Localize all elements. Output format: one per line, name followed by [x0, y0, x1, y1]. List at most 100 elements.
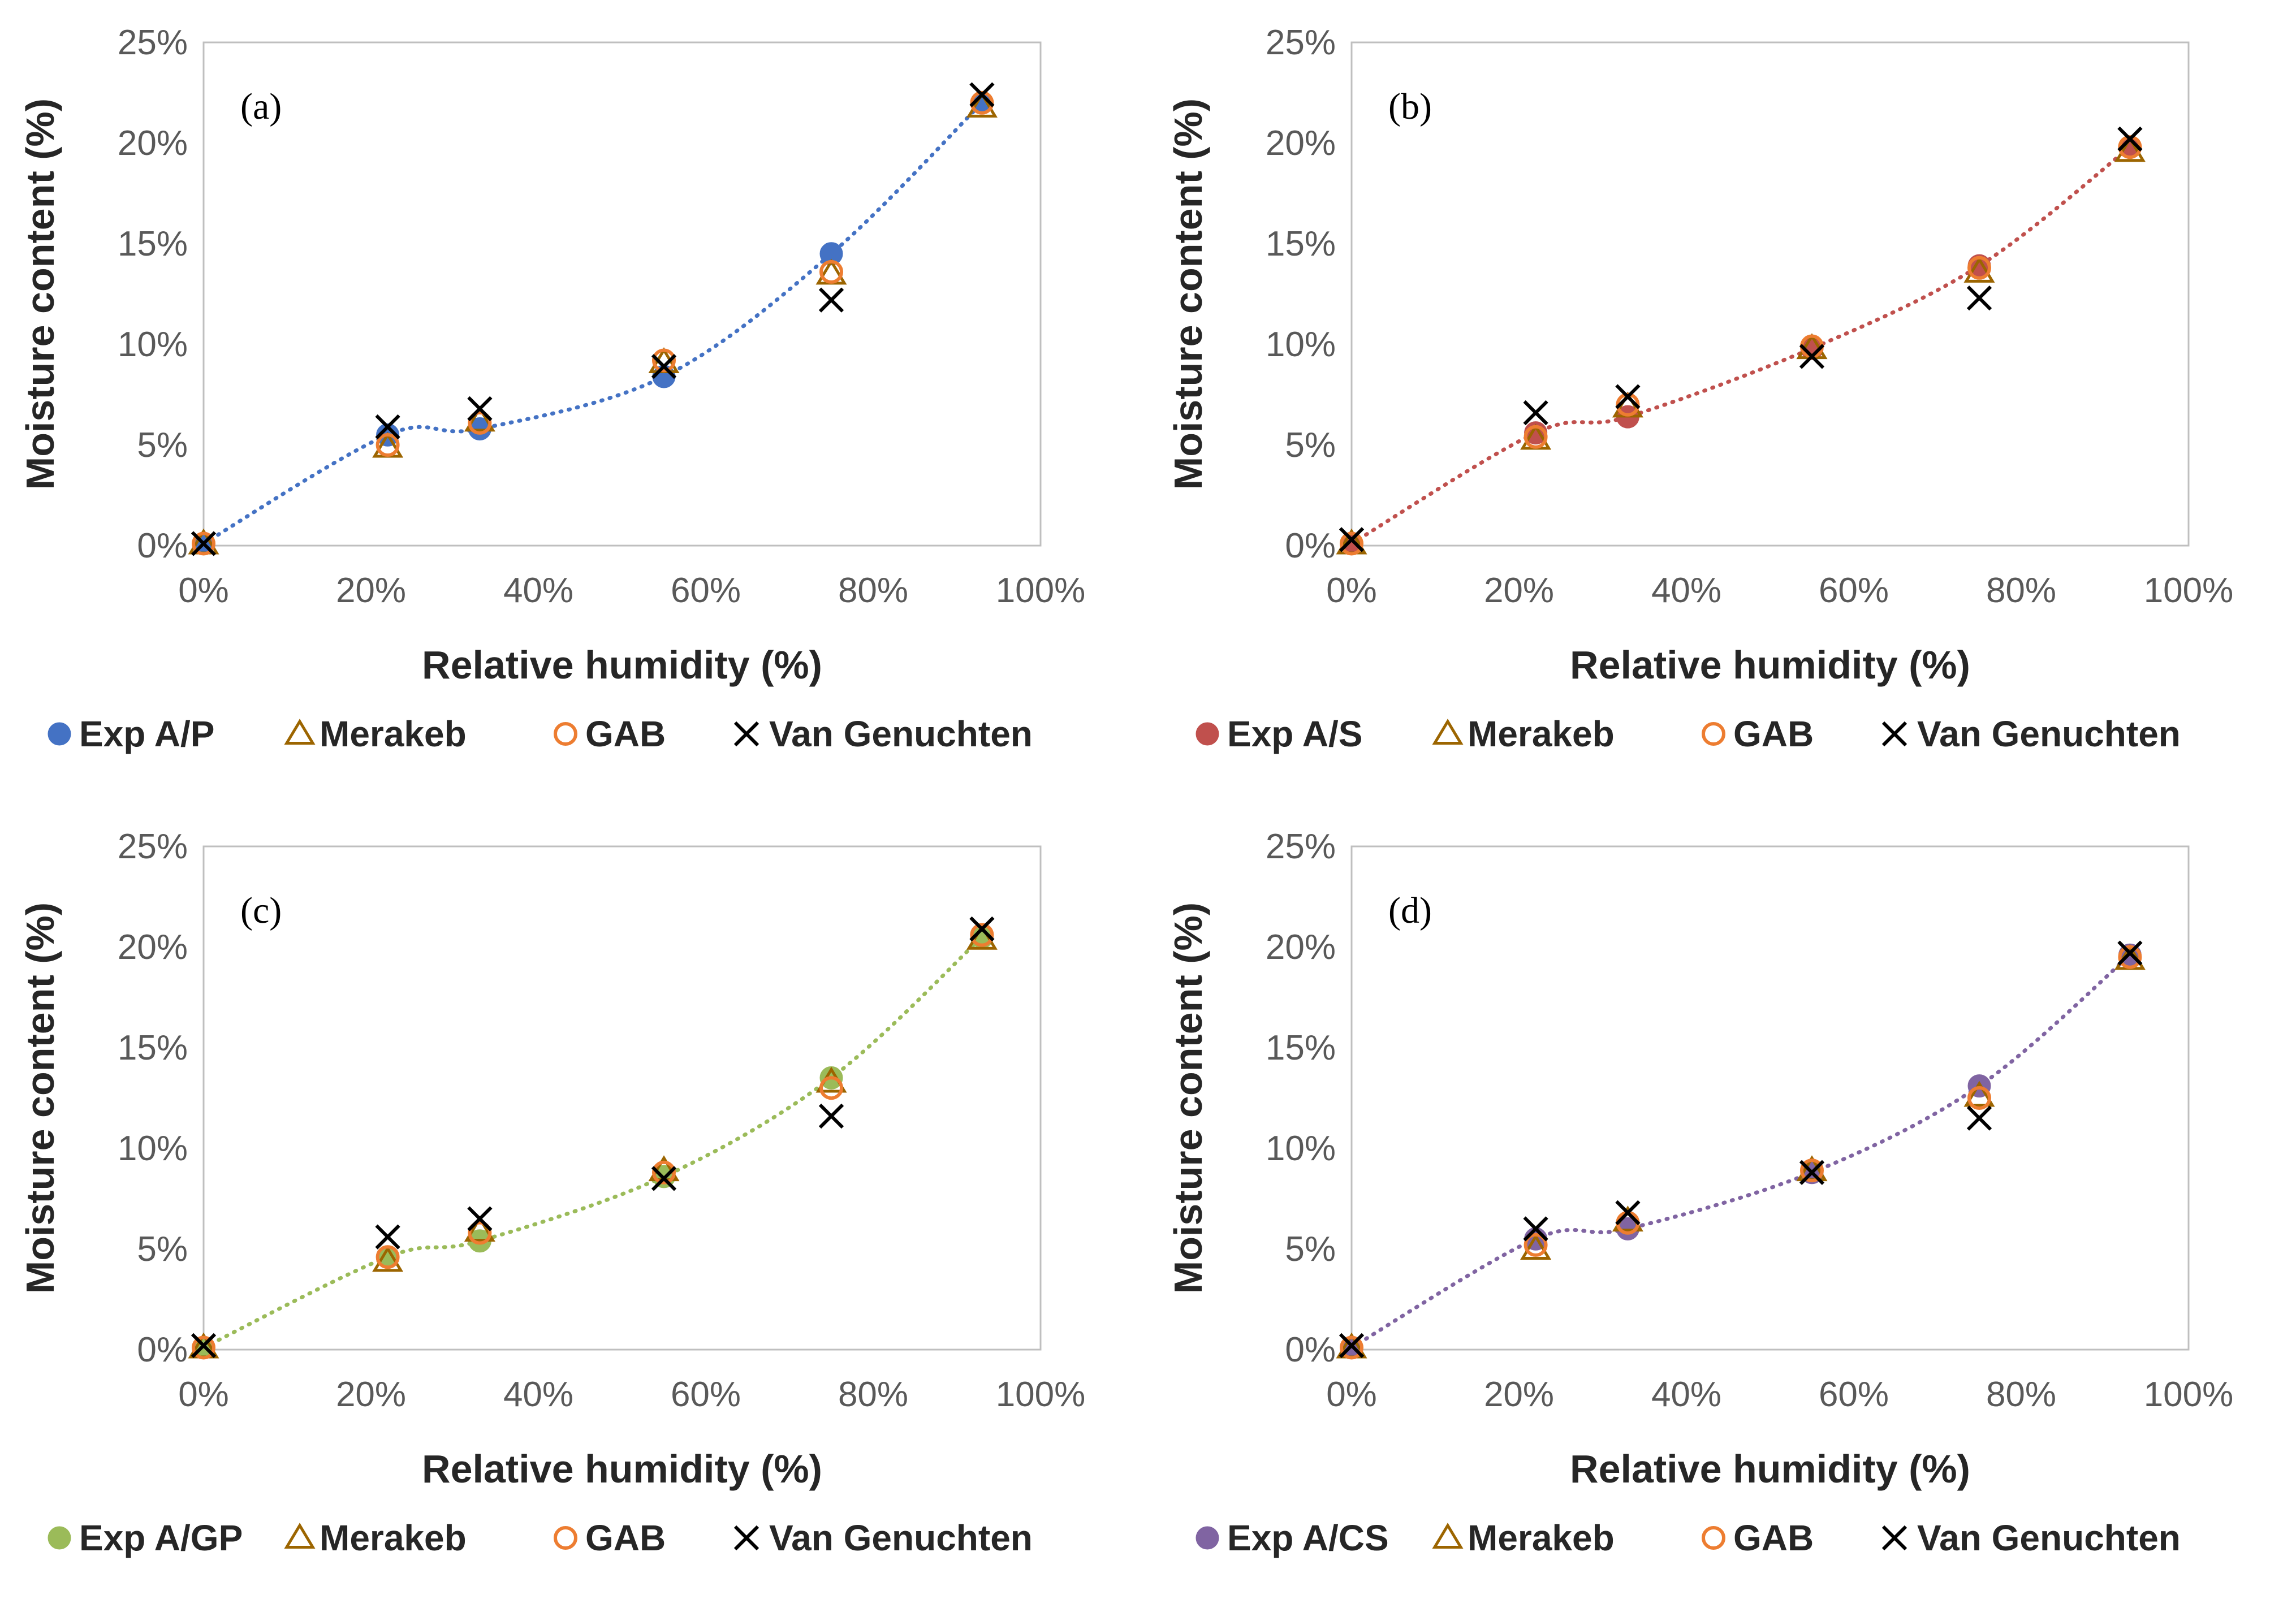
data-point-van-genuchten — [1799, 344, 1825, 369]
series-van-genuchten — [1339, 126, 2143, 552]
y-tick-label: 15% — [1266, 224, 1336, 263]
data-point-van-genuchten-stroke-2 — [651, 1166, 677, 1191]
x-axis-title: Relative humidity (%) — [1570, 1447, 1970, 1491]
legend-label-van-genuchten: Van Genuchten — [1917, 1518, 2181, 1558]
x-tick-label: 40% — [503, 571, 573, 610]
legend-marker-gab — [1702, 722, 1725, 746]
data-point-gab — [192, 531, 215, 556]
legend-marker-van-genuchten — [733, 1525, 759, 1551]
data-point-gab — [1800, 1159, 1824, 1183]
data-point-van-genuchten — [1615, 1200, 1641, 1226]
data-point-gab — [1524, 425, 1548, 449]
data-point-van-genuchten-stroke-2 — [375, 414, 400, 440]
data-point-van-genuchten — [1339, 527, 1365, 552]
x-axis-title: Relative humidity (%) — [422, 1447, 822, 1491]
x-axis-title: Relative humidity (%) — [422, 643, 822, 687]
trend-line — [1349, 145, 2132, 546]
data-point-van-genuchten — [651, 354, 677, 379]
data-point-van-genuchten-stroke-2 — [1966, 285, 1992, 311]
legend-label-gab: GAB — [585, 1518, 666, 1558]
x-tick-label: 40% — [503, 1375, 573, 1414]
legend-marker-van-genuchten-stroke-2 — [733, 1525, 759, 1551]
x-tick-label: 80% — [838, 571, 908, 610]
data-point-van-genuchten-stroke-2 — [818, 287, 844, 313]
legend-marker-exp-a-s — [1196, 722, 1219, 746]
x-tick-label: 20% — [336, 571, 406, 610]
x-tick-label: 100% — [996, 1375, 1086, 1414]
chart-panel-b: 0% 5% 10% 15% 20% 25% 0% 20% 40% 60% 80% 100% Relati… — [1148, 0, 2296, 804]
data-point-van-genuchten-stroke-2 — [969, 916, 995, 942]
legend-marker-merakeb — [284, 719, 316, 745]
data-point-van-genuchten-stroke-2 — [467, 396, 493, 422]
x-tick-label: 0% — [178, 571, 229, 610]
x-tick-label: 80% — [838, 1375, 908, 1414]
data-point-exp-a-p — [819, 242, 843, 266]
chart-panel-c: 0% 5% 10% 15% 20% 25% 0% 20% 40% 60% 80% 100% Relati… — [0, 804, 1148, 1608]
data-point-van-genuchten-stroke-2 — [1339, 1333, 1365, 1359]
x-tick-label: 0% — [1326, 571, 1377, 610]
data-point-gab — [819, 1076, 843, 1100]
x-tick-label: 20% — [1484, 571, 1554, 610]
y-tick-label: 10% — [1266, 1129, 1336, 1168]
y-tick-label: 25% — [118, 827, 188, 866]
data-point-gab — [819, 260, 843, 284]
legend-label-exp-a-p: Exp A/P — [79, 714, 214, 754]
data-point-van-genuchten — [969, 916, 995, 942]
data-point-van-genuchten-stroke-2 — [1523, 1216, 1548, 1242]
data-point-van-genuchten-stroke-2 — [651, 354, 677, 379]
legend: Exp A/GP Merakeb GAB Van Genuchten — [48, 1518, 1033, 1558]
data-point-gab — [652, 348, 676, 373]
panel-label: (a) — [240, 86, 282, 127]
y-tick-label: 15% — [118, 224, 188, 263]
legend-marker-van-genuchten-stroke-2 — [1881, 721, 1907, 747]
panel-label: (d) — [1388, 890, 1432, 931]
legend-marker-van-genuchten — [1881, 721, 1907, 747]
legend-marker-exp-a-p — [48, 722, 71, 746]
data-point-van-genuchten-stroke-2 — [818, 1103, 844, 1129]
series-van-genuchten — [191, 916, 995, 1359]
chart-svg: 0% 5% 10% 15% 20% 25% 0% 20% 40% 60% 80% 100% Relati… — [18, 23, 1085, 754]
data-point-van-genuchten — [1339, 1333, 1365, 1359]
data-point-merakeb — [2114, 136, 2146, 162]
data-point-van-genuchten — [2117, 940, 2143, 966]
data-point-van-genuchten-stroke-2 — [1799, 344, 1825, 369]
x-tick-label: 60% — [1819, 1375, 1889, 1414]
y-tick-label: 5% — [1285, 1230, 1336, 1269]
data-point-van-genuchten-stroke-2 — [1339, 527, 1365, 552]
data-point-gab — [1967, 256, 1991, 280]
y-axis-title: Moisture content (%) — [18, 902, 62, 1294]
plot-area-frame — [1350, 41, 2190, 547]
legend-marker-van-genuchten-stroke-2 — [733, 721, 759, 747]
data-point-van-genuchten-stroke-2 — [467, 1206, 493, 1231]
y-tick-label: 5% — [137, 1230, 188, 1269]
y-tick-label: 15% — [118, 1028, 188, 1067]
data-point-merakeb — [966, 92, 998, 118]
data-point-gab — [1524, 1233, 1548, 1257]
data-point-van-genuchten — [969, 82, 995, 107]
data-point-gab — [970, 923, 994, 947]
plot-area-frame — [202, 845, 1042, 1351]
data-point-gab — [2118, 945, 2142, 969]
data-point-merakeb — [372, 1246, 404, 1272]
data-point-merakeb — [464, 405, 495, 432]
legend-marker-merakeb — [1432, 1523, 1464, 1549]
y-axis-title: Moisture content (%) — [18, 98, 62, 490]
y-tick-label: 5% — [1285, 426, 1336, 465]
chart-svg: 0% 5% 10% 15% 20% 25% 0% 20% 40% 60% 80% 100% Relati… — [1166, 827, 2234, 1558]
series-van-genuchten — [1339, 940, 2143, 1359]
data-point-van-genuchten — [1523, 1216, 1548, 1242]
legend-marker-merakeb — [284, 1523, 316, 1549]
y-tick-label: 10% — [118, 1129, 188, 1168]
y-tick-label: 0% — [137, 1330, 188, 1369]
data-point-van-genuchten-stroke-2 — [969, 82, 995, 107]
y-tick-label: 0% — [1285, 1330, 1336, 1369]
data-point-gab — [652, 1160, 676, 1185]
chart-panel-a: 0% 5% 10% 15% 20% 25% 0% 20% 40% 60% 80% 100% Relati… — [0, 0, 1148, 804]
legend-label-gab: GAB — [585, 714, 666, 754]
legend: Exp A/CS Merakeb GAB Van Genuchten — [1196, 1518, 2181, 1558]
y-tick-label: 0% — [137, 526, 188, 565]
x-tick-label: 100% — [2144, 1375, 2234, 1414]
data-point-van-genuchten-stroke-2 — [2117, 126, 2143, 152]
legend-marker-van-genuchten — [1881, 1525, 1907, 1551]
data-point-van-genuchten — [1523, 400, 1548, 426]
